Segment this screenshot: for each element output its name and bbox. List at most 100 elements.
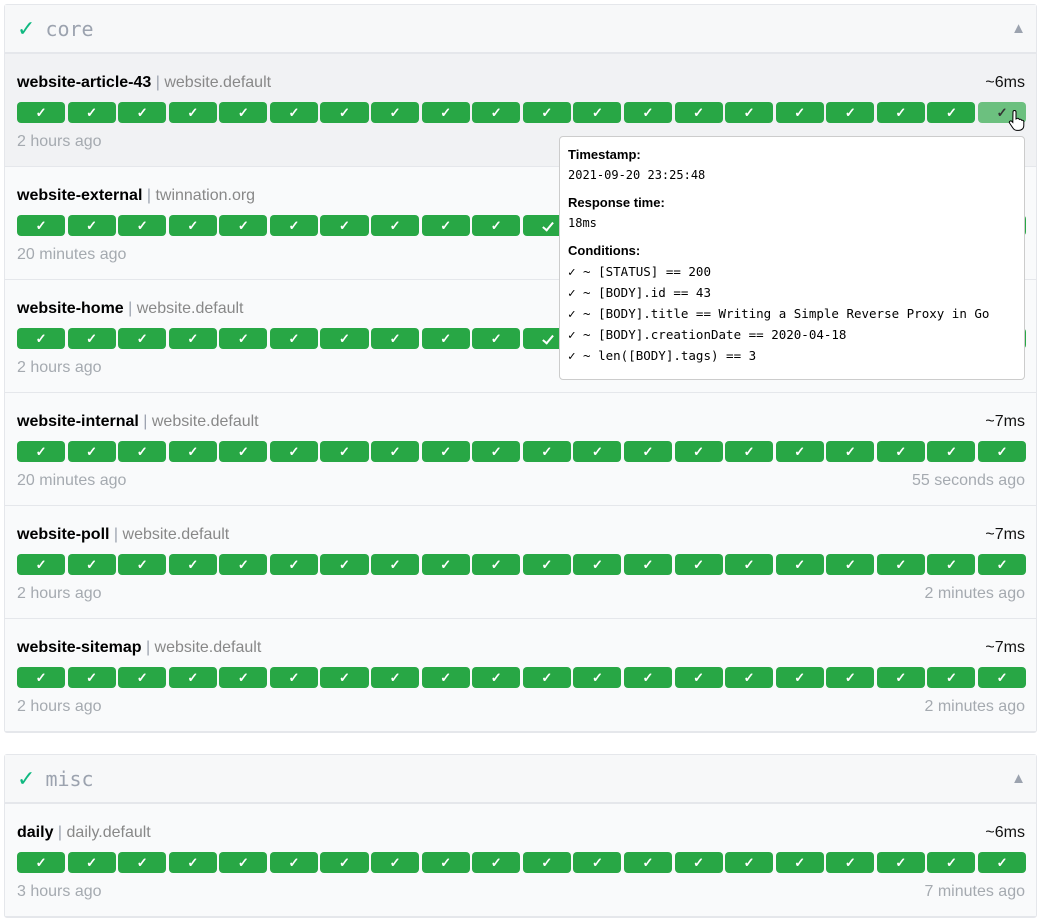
result-bar[interactable]: ✓ xyxy=(168,215,217,236)
result-bar[interactable]: ✓ xyxy=(168,328,217,349)
result-bar[interactable]: ✓ xyxy=(168,102,217,123)
result-bar[interactable]: ✓ xyxy=(17,215,66,236)
result-bar[interactable]: ✓ xyxy=(17,102,66,123)
result-bar[interactable]: ✓ xyxy=(371,554,420,575)
result-bar[interactable]: ✓ xyxy=(977,554,1027,575)
result-bar[interactable]: ✓ xyxy=(320,852,369,873)
result-bar[interactable]: ✓ xyxy=(775,554,824,575)
result-bar[interactable]: ✓ xyxy=(472,215,521,236)
result-bar[interactable]: ✓ xyxy=(320,215,369,236)
result-bar[interactable]: ✓ xyxy=(472,328,521,349)
result-bar[interactable]: ✓ xyxy=(927,852,976,873)
result-bar[interactable]: ✓ xyxy=(269,328,318,349)
result-bar[interactable]: ✓ xyxy=(67,102,116,123)
result-bar[interactable]: ✓ xyxy=(168,554,217,575)
collapse-triangle-icon[interactable]: ▲ xyxy=(1011,770,1026,787)
result-bar[interactable]: ✓ xyxy=(219,852,268,873)
result-bar[interactable]: ✓ xyxy=(977,667,1027,688)
result-bar[interactable]: ✓ xyxy=(573,441,622,462)
result-bar[interactable]: ✓ xyxy=(269,554,318,575)
result-bar[interactable]: ✓ xyxy=(775,852,824,873)
result-bar[interactable]: ✓ xyxy=(118,328,167,349)
result-bar[interactable]: ✓ xyxy=(421,441,470,462)
result-bar[interactable]: ✓ xyxy=(219,441,268,462)
result-bar[interactable]: ✓ xyxy=(421,102,470,123)
result-bar[interactable]: ✓ xyxy=(371,667,420,688)
result-bar[interactable]: ✓ xyxy=(725,852,774,873)
result-bar[interactable]: ✓ xyxy=(168,667,217,688)
result-bar[interactable]: ✓ xyxy=(725,102,774,123)
result-bar[interactable]: ✓ xyxy=(118,852,167,873)
result-bar[interactable]: ✓ xyxy=(371,852,420,873)
result-bar[interactable]: ✓ xyxy=(522,852,571,873)
result-bar[interactable]: ✓ xyxy=(320,667,369,688)
result-bar[interactable]: ✓ xyxy=(219,667,268,688)
result-bar[interactable]: ✓ xyxy=(17,667,66,688)
result-bar[interactable]: ✓ xyxy=(219,328,268,349)
result-bar[interactable]: ✓ xyxy=(118,441,167,462)
result-bar[interactable]: ✓ xyxy=(927,441,976,462)
endpoint-row[interactable]: website-internal | website.default ~7ms … xyxy=(5,393,1036,506)
result-bar[interactable]: ✓ xyxy=(421,667,470,688)
result-bar[interactable]: ✓ xyxy=(371,215,420,236)
result-bar[interactable]: ✓ xyxy=(371,102,420,123)
result-bar[interactable]: ✓ xyxy=(927,102,976,123)
result-bar[interactable]: ✓ xyxy=(573,554,622,575)
result-bar[interactable]: ✓ xyxy=(472,441,521,462)
result-bar[interactable]: ✓ xyxy=(522,102,571,123)
result-bar[interactable]: ✓ xyxy=(927,554,976,575)
result-bar[interactable]: ✓ xyxy=(725,667,774,688)
result-bar[interactable]: ✓ xyxy=(573,852,622,873)
result-bar[interactable]: ✓ xyxy=(421,852,470,873)
result-bar[interactable]: ✓ xyxy=(67,215,116,236)
result-bar[interactable]: ✓ xyxy=(674,554,723,575)
result-bar[interactable]: ✓ xyxy=(826,852,875,873)
endpoint-row[interactable]: website-sitemap | website.default ~7ms ✓… xyxy=(5,619,1036,732)
result-bar[interactable]: ✓ xyxy=(674,102,723,123)
result-bar[interactable]: ✓ xyxy=(118,554,167,575)
result-bar[interactable]: ✓ xyxy=(118,215,167,236)
result-bar[interactable]: ✓ xyxy=(674,667,723,688)
result-bar[interactable]: ✓ xyxy=(17,441,66,462)
result-bar[interactable]: ✓ xyxy=(725,554,774,575)
result-bar[interactable]: ✓ xyxy=(472,667,521,688)
result-bar[interactable]: ✓ xyxy=(320,328,369,349)
result-bar[interactable]: ✓ xyxy=(674,441,723,462)
result-bar[interactable]: ✓ xyxy=(269,852,318,873)
result-bar[interactable]: ✓ xyxy=(623,102,673,123)
result-bar[interactable]: ✓ xyxy=(168,852,217,873)
result-bar[interactable]: ✓ xyxy=(472,852,521,873)
result-bar[interactable]: ✓ xyxy=(371,328,420,349)
result-bar[interactable]: ✓ xyxy=(118,667,167,688)
collapse-triangle-icon[interactable]: ▲ xyxy=(1011,20,1026,37)
group-header[interactable]: ✓ misc ▲ xyxy=(5,755,1036,804)
result-bar[interactable]: ✓ xyxy=(876,441,925,462)
result-bar[interactable]: ✓ xyxy=(775,102,824,123)
result-bar[interactable]: ✓ xyxy=(320,554,369,575)
result-bar[interactable]: ✓ xyxy=(269,667,318,688)
endpoint-row[interactable]: website-poll | website.default ~7ms ✓ ✓ ✓ ✓… xyxy=(5,506,1036,619)
result-bar[interactable]: ✓ xyxy=(775,667,824,688)
result-bar[interactable]: ✓ xyxy=(17,852,66,873)
result-bar[interactable]: ✓ xyxy=(826,102,875,123)
result-bar[interactable]: ✓ xyxy=(67,554,116,575)
result-bar[interactable]: ✓ xyxy=(522,554,571,575)
result-bar[interactable] xyxy=(522,215,571,236)
result-bar[interactable]: ✓ xyxy=(522,441,571,462)
result-bar[interactable]: ✓ xyxy=(17,328,66,349)
result-bar[interactable]: ✓ xyxy=(472,554,521,575)
result-bar[interactable]: ✓ xyxy=(573,667,622,688)
result-bar[interactable]: ✓ xyxy=(269,102,318,123)
result-bar[interactable]: ✓ xyxy=(67,441,116,462)
result-bar[interactable]: ✓ xyxy=(67,852,116,873)
result-bar[interactable]: ✓ xyxy=(421,328,470,349)
result-bar[interactable]: ✓ xyxy=(219,102,268,123)
result-bar[interactable]: ✓ xyxy=(522,667,571,688)
result-bar[interactable]: ✓ xyxy=(168,441,217,462)
result-bar[interactable]: ✓ xyxy=(421,215,470,236)
result-bar[interactable]: ✓ xyxy=(17,554,66,575)
result-bar[interactable]: ✓ xyxy=(674,852,723,873)
endpoint-row[interactable]: website-article-43 | website.default ~6m… xyxy=(5,54,1036,167)
result-bar[interactable]: ✓ xyxy=(421,554,470,575)
result-bar[interactable]: ✓ xyxy=(623,441,673,462)
